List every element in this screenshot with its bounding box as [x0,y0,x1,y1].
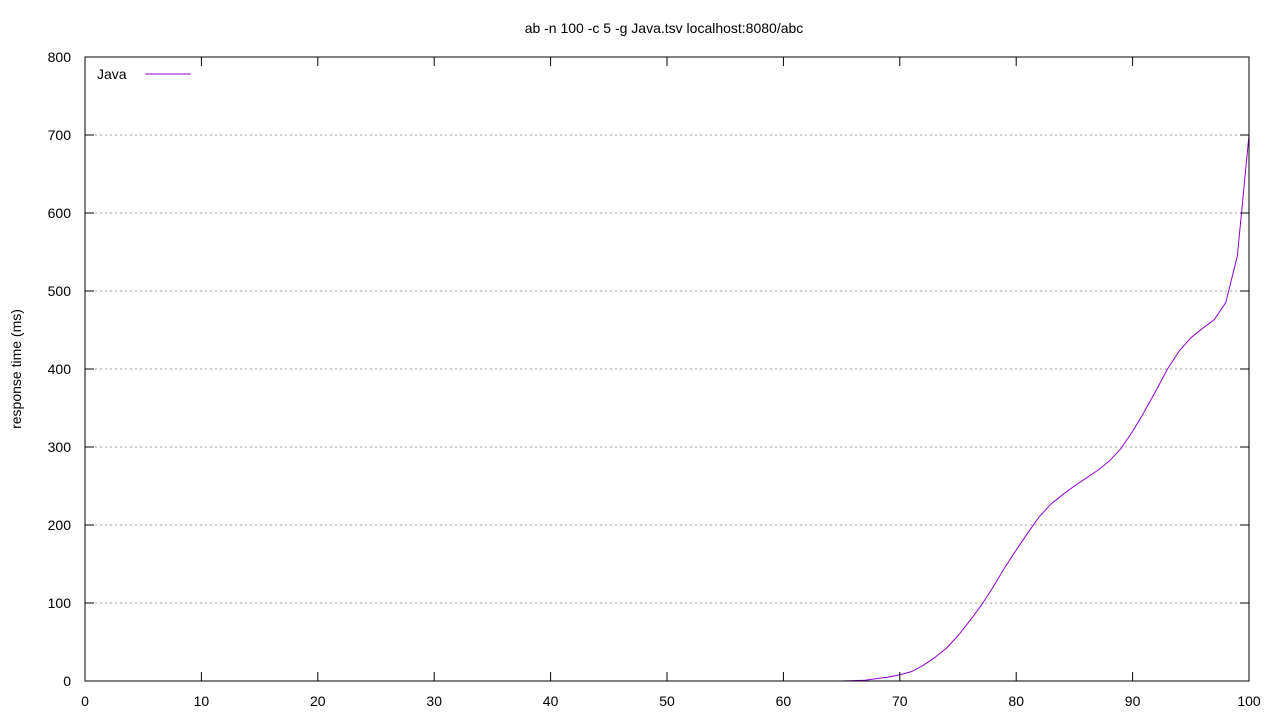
x-tick-label-0: 0 [81,693,89,709]
x-tick-label-40: 40 [543,693,559,709]
x-tick-label-60: 60 [776,693,792,709]
x-tick-label-20: 20 [310,693,326,709]
x-tick-label-100: 100 [1237,693,1261,709]
legend: Java [97,66,191,82]
axis-tick-labels: 0 100 200 300 400 500 600 700 800 0 10 20 30 40 50 60 70… [48,49,1261,709]
y-tick-label-200: 200 [48,517,72,533]
y-tick-label-500: 500 [48,283,72,299]
series-layer [85,134,1250,682]
y-tick-label-300: 300 [48,439,72,455]
axis-ticks [84,56,1250,682]
y-tick-label-100: 100 [48,595,72,611]
x-tick-label-80: 80 [1008,693,1024,709]
series-line-java [85,134,1250,682]
y-tick-label-0: 0 [63,673,71,689]
y-tick-label-600: 600 [48,205,72,221]
x-tick-label-10: 10 [194,693,210,709]
x-tick-label-90: 90 [1125,693,1141,709]
x-tick-label-70: 70 [892,693,908,709]
grid-lines [85,134,1249,604]
y-tick-label-700: 700 [48,127,72,143]
y-tick-label-400: 400 [48,361,72,377]
x-tick-label-50: 50 [659,693,675,709]
y-axis-label: response time (ms) [8,309,24,429]
y-tick-label-800: 800 [48,49,72,65]
x-tick-label-30: 30 [426,693,442,709]
chart-title: ab -n 100 -c 5 -g Java.tsv localhost:808… [525,20,804,36]
legend-label-java: Java [97,66,127,82]
